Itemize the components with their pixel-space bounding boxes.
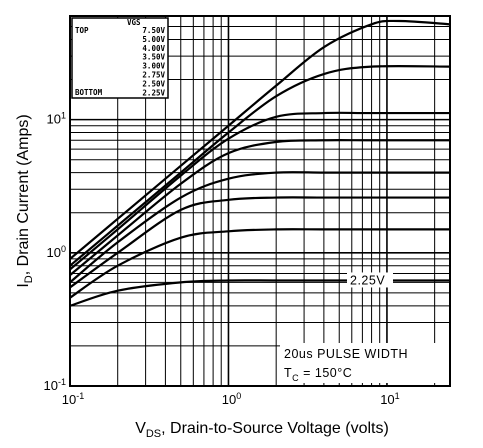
tc-main: T bbox=[284, 366, 292, 380]
y-axis-title: ID, Drain Current (Amps) bbox=[15, 114, 35, 287]
tc-sub: C bbox=[292, 373, 299, 383]
curve-label-2-25v: 2.25V bbox=[350, 273, 385, 287]
curve-vgs-4-00v bbox=[69, 111, 451, 271]
legend-entry: 5.00V bbox=[142, 35, 165, 44]
plot-frame bbox=[69, 15, 451, 387]
x-tick-labels: 10-1 100 101 bbox=[62, 391, 400, 407]
legend-entry: 3.00V bbox=[142, 62, 165, 71]
legend-header: VGS bbox=[127, 18, 141, 27]
x-tick-label: 101 bbox=[380, 391, 399, 407]
legend-entry: 7.50V bbox=[142, 26, 165, 35]
x-axis-title-rest: , Drain-to-Source Voltage (volts) bbox=[161, 420, 389, 437]
y-axis-title-sub: D bbox=[23, 275, 35, 283]
legend-entry: 2.75V bbox=[142, 71, 165, 80]
curve-vgs-3-50v bbox=[69, 139, 450, 276]
curve-vgs-7-50v bbox=[69, 19, 451, 260]
x-axis-title: VDS, Drain-to-Source Voltage (volts) bbox=[135, 420, 389, 440]
legend-top-label: TOP bbox=[75, 26, 89, 35]
case-temperature-note: TC = 150°C bbox=[284, 366, 352, 383]
legend: VGS TOP BOTTOM 7.50V5.00V4.00V3.50V3.00V… bbox=[71, 17, 169, 99]
y-axis-title-main: I bbox=[15, 283, 32, 287]
x-axis-title-main: V bbox=[135, 420, 146, 437]
series-curves bbox=[69, 19, 451, 307]
legend-entry: 4.00V bbox=[142, 44, 165, 53]
x-tick-label: 10-1 bbox=[62, 391, 84, 407]
curve-label-background bbox=[347, 272, 393, 288]
curve-vgs-2-50v bbox=[69, 228, 450, 299]
legend-entry: 2.50V bbox=[142, 79, 165, 88]
legend-box bbox=[71, 17, 169, 99]
y-tick-label: 101 bbox=[47, 111, 66, 127]
grid-lines bbox=[70, 16, 450, 386]
legend-entry: 2.25V bbox=[142, 88, 165, 97]
y-axis-title-rest: , Drain Current (Amps) bbox=[15, 114, 32, 275]
annotation-background bbox=[280, 343, 449, 383]
x-axis-title-sub: DS bbox=[146, 428, 161, 440]
y-tick-labels: 10-1 100 101 bbox=[44, 111, 66, 393]
curve-vgs-5-00v bbox=[69, 64, 451, 267]
legend-bottom-label: BOTTOM bbox=[75, 88, 103, 97]
y-tick-label: 10-1 bbox=[44, 377, 66, 393]
y-tick-label: 100 bbox=[47, 244, 66, 260]
pulse-width-note: 20us PULSE WIDTH bbox=[284, 347, 408, 361]
x-tick-label: 100 bbox=[222, 391, 241, 407]
legend-entry: 3.50V bbox=[142, 53, 165, 62]
tc-rest: = 150°C bbox=[299, 366, 352, 380]
curve-vgs-2-75v bbox=[69, 196, 450, 289]
curve-vgs-3-00v bbox=[69, 171, 450, 284]
